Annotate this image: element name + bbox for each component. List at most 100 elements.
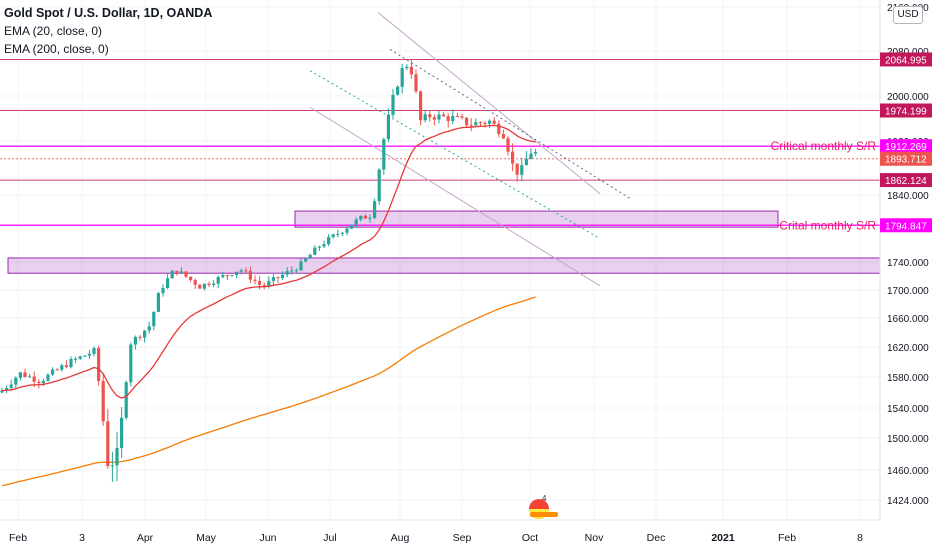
candle	[317, 245, 321, 251]
candle	[529, 148, 533, 160]
candle	[294, 268, 298, 273]
candle	[221, 271, 225, 279]
time-tick-label: 2021	[711, 532, 735, 544]
candle	[83, 355, 87, 357]
price-tick-label: 1660.000	[887, 314, 929, 325]
candle	[534, 148, 538, 157]
candle	[184, 271, 188, 279]
price-level-tag	[880, 218, 932, 233]
currency-button[interactable]: USD	[893, 6, 923, 24]
candle	[28, 373, 32, 378]
candle	[506, 136, 510, 156]
price-level-value: 1974.199	[885, 107, 927, 118]
candle	[87, 350, 91, 360]
candle	[248, 266, 252, 284]
price-level-labels: 2064.995 1974.199 1912.269 1893.712 1862.124…	[880, 52, 932, 233]
price-tick-label: 1620.000	[887, 343, 929, 354]
price-tick-label: 2000.000	[887, 92, 929, 103]
svg-text:4: 4	[542, 495, 547, 503]
candle	[115, 431, 119, 482]
candle	[37, 379, 41, 389]
price-level-value: 1794.847	[885, 221, 927, 232]
candle	[166, 273, 170, 290]
candle	[511, 143, 515, 172]
candle	[405, 64, 409, 71]
candle	[478, 121, 482, 127]
candle	[497, 120, 501, 138]
sr-zone	[7, 257, 881, 274]
candle	[179, 267, 183, 274]
price-tick-label: 1540.000	[887, 404, 929, 415]
candle	[14, 376, 18, 389]
candle	[281, 271, 285, 281]
price-axis-background	[880, 0, 932, 520]
candle	[368, 214, 372, 223]
candle	[262, 282, 266, 290]
candle	[60, 363, 64, 372]
candle	[253, 275, 257, 285]
candle	[124, 380, 128, 420]
time-tick-label: 3	[79, 532, 85, 544]
time-axis: Feb 3 Apr May Jun Jul Aug Sep Oct Nov Dec 2021 Feb 8	[9, 532, 863, 544]
candle	[524, 150, 528, 166]
candle	[55, 367, 59, 371]
candle	[313, 245, 317, 256]
candle	[5, 385, 9, 394]
candle	[377, 168, 381, 205]
time-tick-label: Dec	[647, 532, 666, 544]
candle	[354, 217, 358, 228]
price-tick-label: 1700.000	[887, 286, 929, 297]
candle	[382, 137, 386, 175]
candle	[175, 270, 179, 276]
candle	[396, 85, 400, 96]
candle	[304, 257, 308, 263]
time-tick-label: Feb	[778, 532, 796, 544]
candle	[138, 335, 142, 341]
candle	[345, 226, 349, 236]
annotations: Critical monthly S/R Crital monthly S/R	[771, 139, 877, 232]
candle	[97, 345, 101, 386]
candle	[437, 110, 441, 124]
time-tick-label: Oct	[522, 532, 538, 544]
candle	[322, 240, 326, 248]
candle	[225, 274, 229, 280]
trend-line	[389, 48, 631, 199]
candle	[400, 63, 404, 94]
ema200-legend[interactable]: EMA (200, close, 0)	[4, 42, 109, 56]
candle	[18, 371, 22, 381]
candle	[207, 281, 211, 288]
time-tick-label: 8	[857, 532, 863, 544]
price-level-value: 1862.124	[885, 176, 927, 187]
legend: Gold Spot / U.S. Dollar, 1D, OANDA EMA (…	[4, 4, 212, 58]
candle	[474, 118, 478, 126]
candle	[465, 117, 469, 128]
candle	[235, 271, 239, 279]
candle	[161, 284, 165, 297]
price-level-value: 1893.712	[885, 155, 927, 166]
price-level-tag	[880, 173, 932, 188]
ema20-legend[interactable]: EMA (20, close, 0)	[4, 24, 103, 38]
grid	[0, 0, 880, 520]
candle	[193, 278, 197, 289]
candle	[409, 60, 413, 79]
candle	[285, 267, 289, 278]
time-tick-label: May	[196, 532, 217, 544]
price-level-tag	[880, 139, 932, 154]
candle	[451, 109, 455, 125]
candle	[69, 356, 73, 369]
candle	[515, 163, 519, 183]
candle	[74, 356, 78, 364]
price-tick-label: 1580.000	[887, 373, 929, 384]
candle	[469, 118, 473, 132]
price-level-tag	[880, 151, 932, 166]
price-tick-label: 1740.000	[887, 258, 929, 269]
candle	[492, 117, 496, 125]
sr-annotation: Crital monthly S/R	[779, 218, 876, 232]
candle	[46, 373, 50, 382]
candle	[51, 367, 55, 376]
candle	[156, 291, 160, 313]
time-tick-label: Aug	[391, 532, 410, 544]
candle	[276, 276, 280, 283]
price-level-tag	[880, 103, 932, 118]
